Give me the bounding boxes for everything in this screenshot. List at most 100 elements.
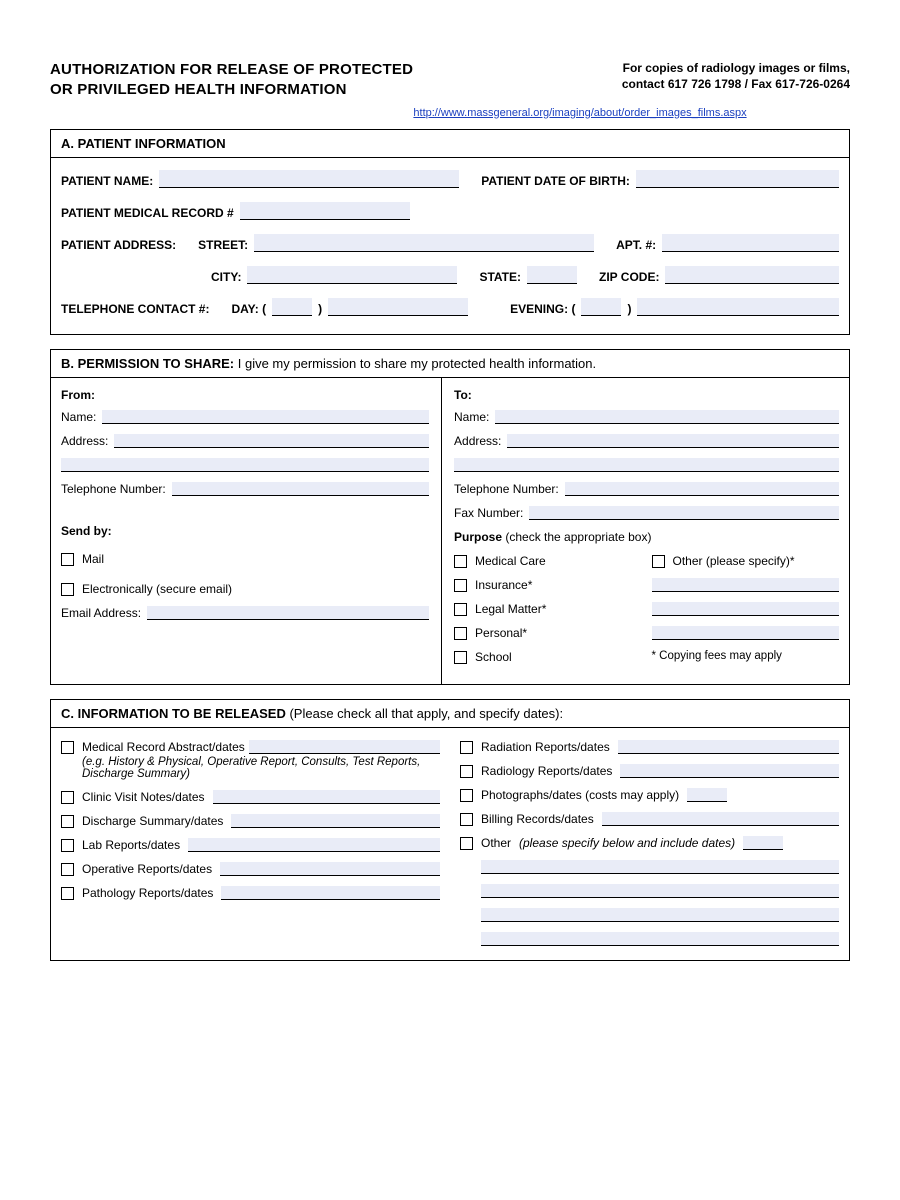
label-radiation: Radiation Reports/dates <box>481 740 610 754</box>
section-a-header: A. PATIENT INFORMATION <box>51 130 849 158</box>
input-from-address2[interactable] <box>61 458 429 472</box>
label-apt: APT. #: <box>616 238 656 252</box>
input-other-1[interactable] <box>652 578 839 592</box>
input-other-info-4[interactable] <box>481 932 839 946</box>
checkbox-lab[interactable] <box>61 839 74 852</box>
input-to-name[interactable] <box>495 410 839 424</box>
checkbox-radiology[interactable] <box>460 765 473 778</box>
label-dob: PATIENT DATE OF BIRTH: <box>481 174 630 188</box>
input-billing-dates[interactable] <box>602 812 839 826</box>
section-b-body: From: Name: Address: Telephone Number: S… <box>51 378 849 684</box>
checkbox-abstract[interactable] <box>61 741 74 754</box>
section-a-body: PATIENT NAME: PATIENT DATE OF BIRTH: PAT… <box>51 158 849 334</box>
label-city: CITY: <box>211 270 241 284</box>
checkbox-photos[interactable] <box>460 789 473 802</box>
to-column: To: Name: Address: Telephone Number: Fax… <box>442 378 849 684</box>
contact-line2: contact 617 726 1798 / Fax 617-726-0264 <box>622 77 850 91</box>
contact-block: For copies of radiology images or films,… <box>622 60 850 92</box>
label-lab: Lab Reports/dates <box>82 838 180 852</box>
label-abstract-note: (e.g. History & Physical, Operative Repo… <box>82 756 440 780</box>
checkbox-pathology[interactable] <box>61 887 74 900</box>
checkbox-medical[interactable] <box>454 555 467 568</box>
label-school: School <box>475 650 512 664</box>
section-a: A. PATIENT INFORMATION PATIENT NAME: PAT… <box>50 129 850 335</box>
label-state: STATE: <box>479 270 521 284</box>
input-discharge-dates[interactable] <box>231 814 440 828</box>
checkbox-personal[interactable] <box>454 627 467 640</box>
input-radiology-dates[interactable] <box>620 764 839 778</box>
checkbox-school[interactable] <box>454 651 467 664</box>
imaging-link[interactable]: http://www.massgeneral.org/imaging/about… <box>50 107 850 119</box>
checkbox-mail[interactable] <box>61 553 74 566</box>
section-b-heading: B. PERMISSION TO SHARE: <box>61 356 234 371</box>
input-other-info-2[interactable] <box>481 884 839 898</box>
input-operative-dates[interactable] <box>220 862 440 876</box>
input-other-info-short[interactable] <box>743 836 783 850</box>
checkbox-insurance[interactable] <box>454 579 467 592</box>
checkbox-legal[interactable] <box>454 603 467 616</box>
label-tel: TELEPHONE CONTACT #: <box>61 302 209 316</box>
label-legal: Legal Matter* <box>475 602 546 616</box>
label-billing: Billing Records/dates <box>481 812 594 826</box>
input-day-num[interactable] <box>328 298 468 316</box>
input-photos-dates[interactable] <box>687 788 727 802</box>
label-street: STREET: <box>198 238 248 252</box>
input-from-name[interactable] <box>102 410 429 424</box>
section-c-header: C. INFORMATION TO BE RELEASED (Please ch… <box>51 700 849 728</box>
label-from-address: Address: <box>61 434 108 448</box>
section-b-header: B. PERMISSION TO SHARE: I give my permis… <box>51 350 849 378</box>
checkbox-other[interactable] <box>652 555 665 568</box>
label-email-opt: Electronically (secure email) <box>82 582 232 596</box>
title-line2: OR PRIVILEGED HEALTH INFORMATION <box>50 81 347 98</box>
label-patient-name: PATIENT NAME: <box>61 174 153 188</box>
checkbox-radiation[interactable] <box>460 741 473 754</box>
label-other-info-a: Other <box>481 836 511 850</box>
input-eve-num[interactable] <box>637 298 839 316</box>
section-c-body: Medical Record Abstract/dates (e.g. Hist… <box>51 728 849 960</box>
checkbox-discharge[interactable] <box>61 815 74 828</box>
checkbox-operative[interactable] <box>61 863 74 876</box>
input-to-address2[interactable] <box>454 458 839 472</box>
input-from-address1[interactable] <box>114 434 429 448</box>
input-patient-name[interactable] <box>159 170 459 188</box>
input-other-info-1[interactable] <box>481 860 839 874</box>
input-apt[interactable] <box>662 234 839 252</box>
input-eve-area[interactable] <box>581 298 621 316</box>
input-dob[interactable] <box>636 170 839 188</box>
header-row: AUTHORIZATION FOR RELEASE OF PROTECTED O… <box>50 60 850 101</box>
label-fees: * Copying fees may apply <box>652 650 839 662</box>
input-state[interactable] <box>527 266 577 284</box>
input-zip[interactable] <box>665 266 839 284</box>
label-evening: EVENING: ( <box>510 302 575 316</box>
label-operative: Operative Reports/dates <box>82 862 212 876</box>
label-evening-close: ) <box>627 302 631 316</box>
checkbox-billing[interactable] <box>460 813 473 826</box>
title-line1: AUTHORIZATION FOR RELEASE OF PROTECTED <box>50 61 413 78</box>
input-city[interactable] <box>247 266 457 284</box>
label-discharge: Discharge Summary/dates <box>82 814 223 828</box>
contact-line1: For copies of radiology images or films, <box>623 61 850 75</box>
input-radiation-dates[interactable] <box>618 740 839 754</box>
label-other-info-b: (please specify below and include dates) <box>519 836 735 850</box>
checkbox-clinic[interactable] <box>61 791 74 804</box>
input-day-area[interactable] <box>272 298 312 316</box>
input-street[interactable] <box>254 234 594 252</box>
input-to-tel[interactable] <box>565 482 839 496</box>
input-pathology-dates[interactable] <box>221 886 440 900</box>
input-other-3[interactable] <box>652 626 839 640</box>
input-lab-dates[interactable] <box>188 838 440 852</box>
input-abstract-dates[interactable] <box>249 740 440 754</box>
input-from-tel[interactable] <box>172 482 429 496</box>
purpose-grid: Medical Care Insurance* Legal Matter* Pe… <box>454 554 839 674</box>
info-left: Medical Record Abstract/dates (e.g. Hist… <box>61 740 440 946</box>
checkbox-email[interactable] <box>61 583 74 596</box>
input-clinic-dates[interactable] <box>213 790 441 804</box>
checkbox-other-info[interactable] <box>460 837 473 850</box>
input-to-fax[interactable] <box>529 506 839 520</box>
input-other-2[interactable] <box>652 602 839 616</box>
input-mrn[interactable] <box>240 202 410 220</box>
input-email-addr[interactable] <box>147 606 429 620</box>
label-mrn: PATIENT MEDICAL RECORD # <box>61 206 234 220</box>
input-other-info-3[interactable] <box>481 908 839 922</box>
input-to-address1[interactable] <box>507 434 839 448</box>
